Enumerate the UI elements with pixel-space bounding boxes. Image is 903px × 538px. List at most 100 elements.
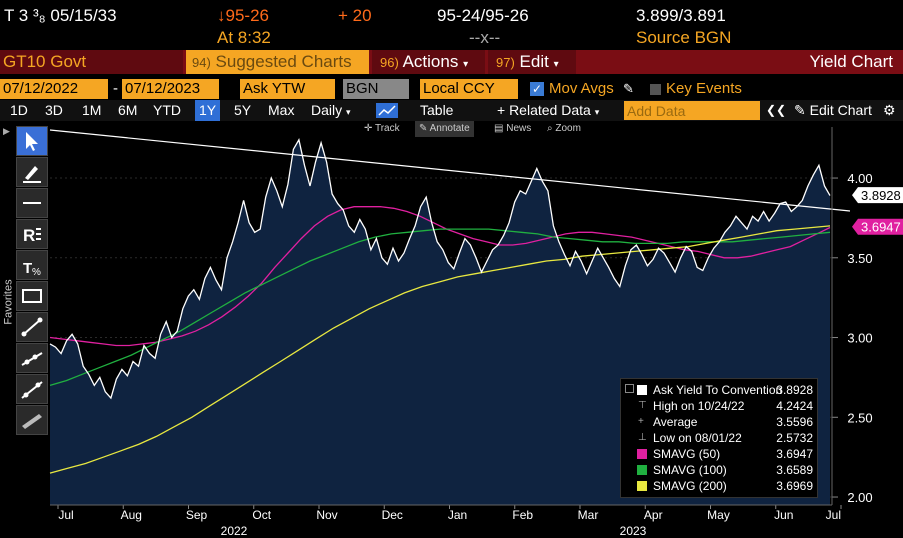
legend-swatch <box>637 465 647 475</box>
parallel-channel-icon[interactable] <box>16 405 48 435</box>
x-tick-label: Sep <box>186 508 208 522</box>
tool-annotate[interactable]: ✎ Annotate <box>415 121 474 137</box>
related-data-button[interactable]: + Related Data ▾ <box>497 100 599 121</box>
period-1d[interactable]: 1D <box>10 102 28 118</box>
price-source: Source BGN <box>636 28 732 47</box>
add-data-input[interactable]: Add Data <box>624 101 760 120</box>
legend-label: SMAVG (50) <box>653 447 721 461</box>
x-tick-label: Jun <box>774 508 793 522</box>
ticker-label: GT10 Govt <box>3 52 87 71</box>
legend-value: 3.6969 <box>776 479 813 493</box>
last-value-tag <box>852 218 903 235</box>
percent-change-icon[interactable]: T% <box>16 250 48 280</box>
tool-label: Zoom <box>555 123 581 134</box>
period-3d[interactable]: 3D <box>45 102 63 118</box>
legend-toggle[interactable] <box>625 384 634 393</box>
x-tick-label: Jul <box>826 508 841 522</box>
tool-zoom[interactable]: ⌕ Zoom <box>543 121 585 137</box>
x-tick-label: Apr <box>644 508 663 522</box>
suggested-charts-button[interactable]: 94) Suggested Charts <box>186 50 369 74</box>
edit-label: Edit <box>519 52 549 71</box>
mov-avgs-checkbox[interactable]: ✓ <box>530 82 544 96</box>
collapse-icon[interactable]: ❮❮ <box>766 103 787 117</box>
legend-row[interactable]: ⊥ Low on 08/01/22 2.5732 <box>621 430 817 446</box>
related-data-label: + Related Data <box>497 102 591 118</box>
table-button[interactable]: Table <box>420 102 454 118</box>
x-tick-label: Mar <box>578 508 599 522</box>
x-tick-label: Aug <box>121 508 142 522</box>
last-value-label: 3.8928 <box>861 188 901 203</box>
period-max[interactable]: Max <box>268 102 295 118</box>
legend-swatch: + <box>638 416 644 427</box>
pencil-draw-icon[interactable] <box>16 157 48 187</box>
edit-menu[interactable]: 97) Edit ▾ <box>488 50 576 74</box>
expand-icon[interactable]: ▶ <box>3 126 10 136</box>
currency-select[interactable]: Local CCY <box>420 79 518 99</box>
rectangle-icon[interactable] <box>16 281 48 311</box>
legend-row[interactable]: SMAVG (50) 3.6947 <box>621 446 817 462</box>
tool-track[interactable]: ✛ Track <box>360 121 404 137</box>
end-date-field[interactable]: 07/12/2023 <box>122 79 219 99</box>
period-6m[interactable]: 6M <box>118 102 138 118</box>
actions-label: Actions <box>402 52 459 71</box>
channel-icon[interactable] <box>16 374 48 404</box>
legend-row[interactable]: ⊤ High on 10/24/22 4.2424 <box>621 398 817 414</box>
start-date-field[interactable]: 07/12/2022 <box>0 79 108 99</box>
frequency-select[interactable]: Daily ▾ <box>311 100 351 121</box>
legend-value: 3.6589 <box>776 463 813 477</box>
svg-text:R: R <box>23 226 35 245</box>
period-toolbar: 1D 3D 1M 6M YTD 1Y 5Y Max Daily ▾ Table + Relat… <box>0 100 903 121</box>
title-bar: GT10 Govt 94) Suggested Charts 96) Actio… <box>0 50 903 74</box>
legend-swatch <box>637 385 647 395</box>
left-toolbar: ▶ Favorites R T% <box>0 124 50 442</box>
tool-news[interactable]: ▤ News <box>490 121 535 137</box>
source-field[interactable]: BGN <box>343 79 409 99</box>
axes: 2.00 2.50 3.00 3.50 4.00 Jul Aug Sep Oct Nov Dec Ja… <box>50 127 903 538</box>
suggested-num: 94) <box>192 55 211 70</box>
period-5y[interactable]: 5Y <box>234 102 252 118</box>
cursor-icon[interactable] <box>16 126 48 156</box>
line-chart-icon[interactable] <box>376 103 398 118</box>
y-tick-label: 2.50 <box>847 410 872 425</box>
ticker-field[interactable]: GT10 Govt <box>0 50 183 74</box>
legend-value: 3.6947 <box>776 447 813 461</box>
actions-num: 96) <box>380 55 399 70</box>
actions-menu[interactable]: 96) Actions ▾ <box>372 50 485 74</box>
legend-row[interactable]: SMAVG (100) 3.6589 <box>621 462 817 478</box>
legend-row[interactable]: Ask Yield To Convention 3.8928 <box>621 382 817 398</box>
period-1y[interactable]: 1Y <box>195 100 221 121</box>
y-tick-label: 4.00 <box>847 171 872 186</box>
period-1m[interactable]: 1M <box>82 102 102 118</box>
x-tick-label: Oct <box>252 508 271 522</box>
key-events-checkbox[interactable] <box>650 84 661 95</box>
legend-row[interactable]: SMAVG (200) 3.6969 <box>621 478 817 494</box>
smavg-line-3 <box>49 225 831 474</box>
quote-spacer: --x-- <box>469 28 501 47</box>
edit-chart-label: Edit Chart <box>809 102 872 118</box>
mov-avgs-label[interactable]: Mov Avgs <box>549 80 614 97</box>
smavg-line-2 <box>49 228 831 387</box>
svg-text:T: T <box>23 260 32 277</box>
horizontal-line-icon[interactable] <box>16 188 48 218</box>
favorites-label: Favorites <box>2 279 15 325</box>
legend-label: SMAVG (200) <box>653 479 727 493</box>
svg-text:%: % <box>32 267 41 278</box>
legend-row[interactable]: + Average 3.5596 <box>621 414 817 430</box>
key-events-label[interactable]: Key Events <box>666 80 742 97</box>
pencil-icon[interactable]: ✎ <box>623 81 634 96</box>
price-change: + 20 <box>338 6 372 25</box>
favorites-tab[interactable]: Favorites <box>0 274 15 334</box>
gear-icon[interactable]: ⚙ <box>883 102 896 118</box>
field-select[interactable]: Ask YTW <box>240 79 335 99</box>
legend-label: Low on 08/01/22 <box>653 431 742 445</box>
crosshair-icon: ✛ <box>364 123 375 134</box>
edit-chart-button[interactable]: ✎ Edit Chart <box>794 100 872 121</box>
text-annotation-icon[interactable]: R <box>16 219 48 249</box>
ray-line-icon[interactable] <box>16 343 48 373</box>
smavg-line-1 <box>49 206 831 347</box>
trendline-icon[interactable] <box>16 312 48 342</box>
legend-swatch: ⊥ <box>638 432 647 443</box>
period-ytd[interactable]: YTD <box>153 102 181 118</box>
page-title: Yield Chart <box>809 52 893 71</box>
dropdown-icon: ▾ <box>594 107 600 117</box>
